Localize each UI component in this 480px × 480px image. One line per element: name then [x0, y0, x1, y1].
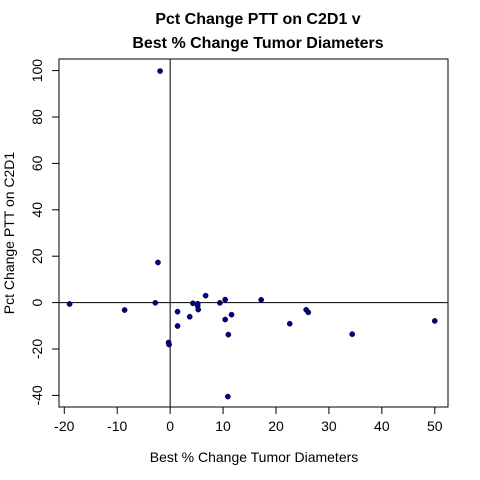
data-point — [225, 331, 232, 338]
data-point — [174, 308, 181, 315]
y-tick-label: 80 — [29, 109, 45, 125]
data-point — [121, 307, 128, 313]
data-point — [305, 309, 312, 316]
data-point — [224, 393, 231, 400]
data-points — [66, 68, 438, 400]
data-point — [286, 320, 293, 327]
x-axis: -20 -10 0 10 20 30 40 50 — [54, 406, 443, 434]
x-tick-label: 50 — [427, 418, 443, 434]
data-point — [228, 311, 235, 318]
x-tick-label: 0 — [166, 418, 174, 434]
plot-frame — [58, 58, 449, 408]
data-point — [194, 300, 201, 307]
data-point — [155, 259, 161, 266]
x-tick-label: 30 — [321, 418, 337, 434]
data-point — [174, 323, 181, 329]
chart-title-line-2: Best % Change Tumor Diameters — [132, 35, 383, 52]
x-tick-label: 20 — [268, 418, 284, 434]
data-point — [349, 331, 356, 338]
data-point — [217, 299, 223, 306]
data-point — [202, 292, 209, 299]
x-tick-label: 10 — [215, 418, 231, 434]
y-tick-label: 60 — [29, 155, 45, 171]
x-axis-label: Best % Change Tumor Diameters — [150, 449, 359, 465]
y-tick-label: -20 — [29, 339, 45, 359]
data-point — [222, 296, 229, 303]
data-point — [222, 316, 229, 323]
y-tick-label: 20 — [29, 248, 45, 264]
x-tick-label: 40 — [374, 418, 390, 434]
data-point — [66, 301, 73, 307]
data-point — [152, 299, 159, 306]
reference-lines — [59, 59, 448, 407]
y-tick-label: 100 — [29, 59, 45, 83]
data-point — [258, 296, 265, 303]
y-tick-label: -40 — [29, 385, 45, 405]
data-point — [190, 300, 196, 307]
y-axis-label: Pct Change PTT on C2D1 — [1, 152, 17, 315]
data-point — [195, 306, 202, 313]
data-point — [166, 341, 172, 348]
y-tick-label: 0 — [29, 298, 45, 306]
y-axis: -40 -20 0 20 40 60 80 100 — [29, 59, 60, 406]
data-point — [157, 68, 163, 74]
data-point — [186, 313, 193, 320]
chart-title-line-1: Pct Change PTT on C2D1 v — [155, 11, 360, 28]
data-point — [431, 318, 438, 324]
y-tick-label: 40 — [29, 202, 45, 218]
x-tick-label: -20 — [54, 418, 74, 434]
x-tick-label: -10 — [107, 418, 127, 434]
